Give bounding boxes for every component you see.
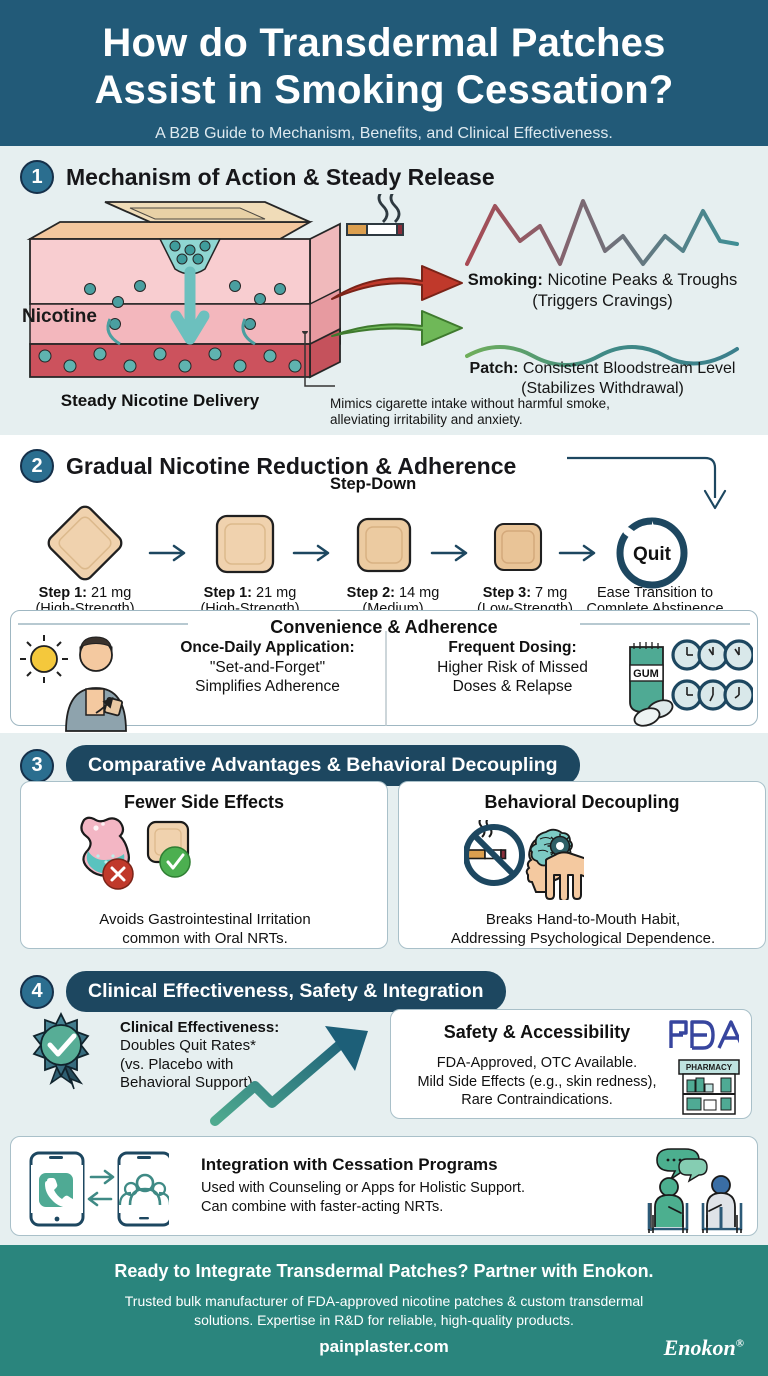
svg-text:Steady Nicotine Delivery: Steady Nicotine Delivery <box>61 391 260 410</box>
svg-text:Quit: Quit <box>633 544 672 565</box>
svg-text:GUM: GUM <box>633 668 659 680</box>
svg-text:Nicotine: Nicotine <box>22 306 97 327</box>
svg-text:PHARMACY: PHARMACY <box>686 1063 733 1072</box>
